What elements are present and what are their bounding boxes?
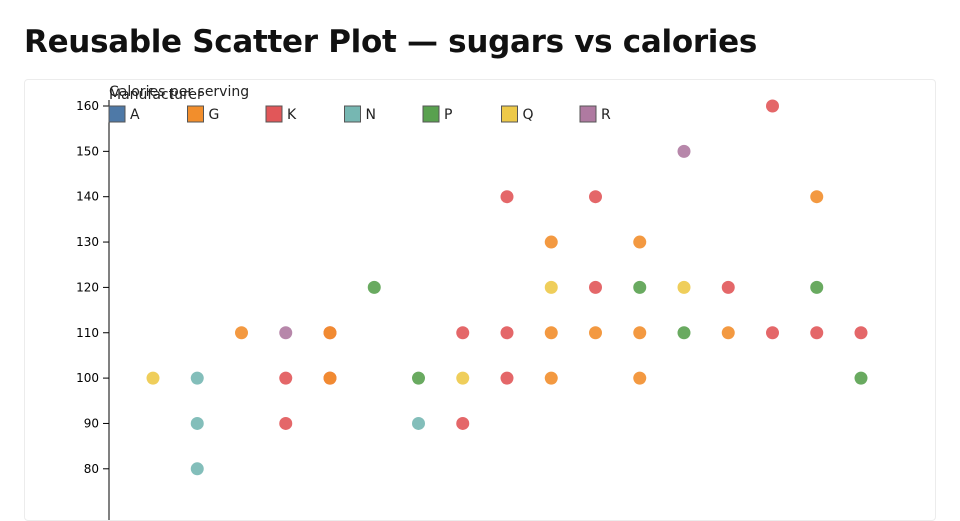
data-point[interactable] [633,280,647,294]
data-point[interactable] [589,326,602,340]
y-tick-label: 140 [76,190,99,204]
legend-swatch [501,105,518,123]
y-tick-label: 150 [76,144,99,158]
data-point[interactable] [367,280,381,294]
data-point[interactable] [721,280,735,294]
legend-swatch [108,105,126,123]
data-point[interactable] [544,326,558,340]
data-point[interactable] [633,235,647,249]
data-point[interactable] [544,280,558,294]
data-point[interactable] [810,280,824,294]
legend-swatch [579,105,597,123]
data-point[interactable] [279,416,293,430]
data-point[interactable] [279,371,293,385]
legend-label: G [209,107,220,123]
data-point[interactable] [456,416,470,430]
data-point[interactable] [323,371,337,385]
data-point[interactable] [766,326,779,340]
legend-item-p[interactable]: P [422,105,452,123]
data-point[interactable] [633,371,647,385]
data-point[interactable] [810,326,824,340]
data-point[interactable] [456,371,470,385]
data-point[interactable] [544,235,558,249]
data-point[interactable] [412,371,425,385]
chart-card: 80 90 100 110 120 130 140 150 160 Calories per s… [24,79,936,521]
data-point[interactable] [633,326,647,340]
legend-item-g[interactable]: G [187,105,220,123]
data-point[interactable] [677,280,691,294]
legend-label: Q [523,107,534,123]
legend-label: N [366,107,376,123]
data-point[interactable] [854,371,868,385]
legend-swatch [187,105,204,123]
legend-swatch [344,105,361,123]
data-point[interactable] [810,190,824,204]
data-point[interactable] [500,190,514,204]
legend-title: Manufacturer [109,87,203,103]
scatter-chart: 80 90 100 110 120 130 140 150 160 Calories per s… [76,84,868,520]
legend-item-r[interactable]: R [579,105,611,123]
data-point[interactable] [500,371,514,385]
legend-label: P [444,107,452,123]
y-tick-label: 120 [76,280,99,294]
data-point[interactable] [854,326,868,340]
data-point[interactable] [721,326,735,340]
legend: Manufacturer A G K N P Q R [108,87,611,123]
data-point[interactable] [235,326,248,340]
data-point[interactable] [146,371,160,385]
data-point[interactable] [500,326,514,340]
data-point[interactable] [677,144,691,158]
y-axis: 80 90 100 110 120 130 140 150 160 [76,99,110,520]
legend-label: K [287,107,297,123]
page-title: Reusable Scatter Plot — sugars vs calori… [24,24,758,60]
y-tick-label: 130 [76,235,99,249]
y-axis-title: Calories per serving [109,84,249,100]
data-point[interactable] [412,416,425,430]
y-tick-label: 160 [76,99,99,113]
legend-label: A [130,107,140,123]
data-point[interactable] [677,326,691,340]
data-point[interactable] [589,190,602,204]
data-point[interactable] [279,326,293,340]
y-tick-label: 90 [84,416,99,430]
legend-item-n[interactable]: N [344,105,376,123]
legend-label: R [601,107,611,123]
y-tick-label: 110 [76,326,99,340]
data-point[interactable] [766,99,779,113]
legend-swatch [422,105,440,123]
data-point[interactable] [190,462,204,476]
y-tick-label: 80 [84,462,99,476]
legend-item-k[interactable]: K [265,105,297,123]
data-point[interactable] [190,371,204,385]
y-tick-label: 100 [76,371,99,385]
data-point[interactable] [190,416,204,430]
data-points [146,99,868,476]
data-point[interactable] [456,326,470,340]
legend-item-a[interactable]: A [108,105,140,123]
data-point[interactable] [323,326,337,340]
legend-swatch [265,105,283,123]
data-point[interactable] [589,280,602,294]
legend-item-q[interactable]: Q [501,105,534,123]
data-point[interactable] [544,371,558,385]
